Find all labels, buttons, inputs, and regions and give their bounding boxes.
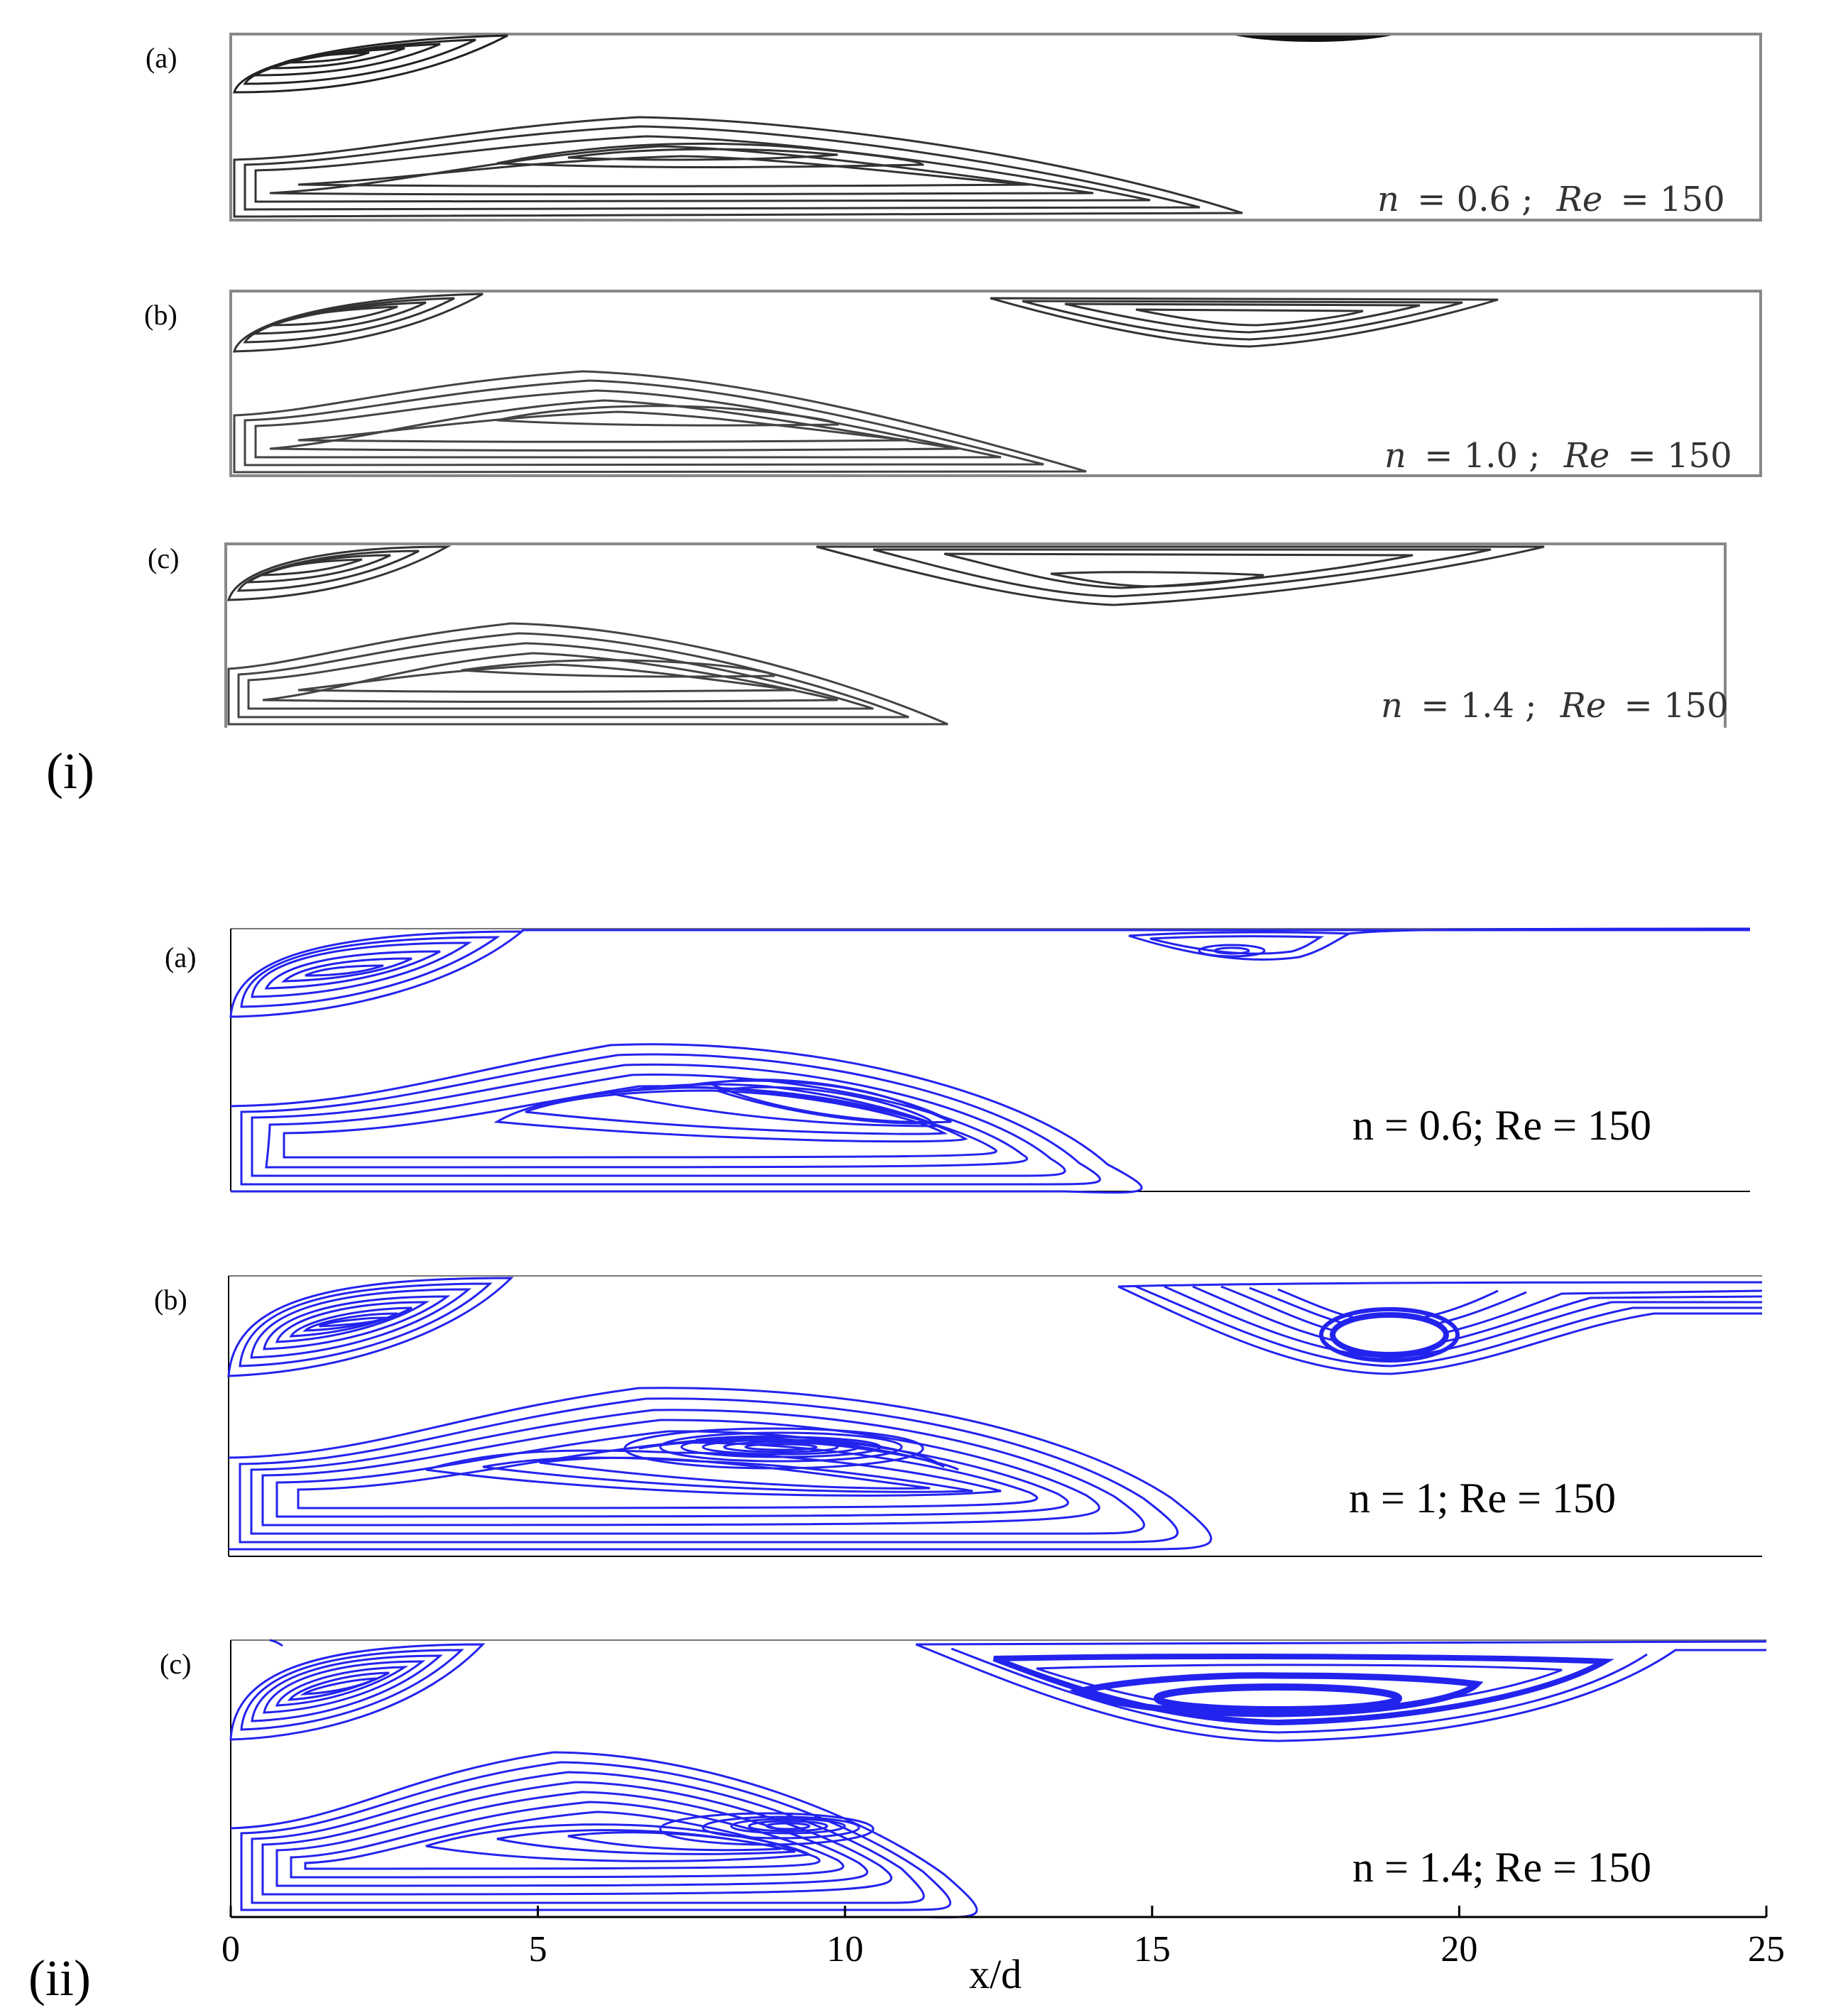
n-symbol: n — [1377, 180, 1399, 219]
re-symbol: Re — [1556, 180, 1603, 219]
upper-recirculation-zone — [233, 293, 483, 353]
lower-recirculation-zone — [230, 1751, 978, 1918]
annotation: n = 1.0 ; Re = 150 — [1384, 436, 1732, 476]
part-ii: (a) — [28, 927, 1785, 2006]
annotation: n = 0.6 ; Re = 150 — [1377, 180, 1725, 219]
re-value: = 150 — [1621, 180, 1725, 219]
panel-ii-c: (c) — [160, 1639, 1767, 1918]
n-value: = 0.6 ; — [1417, 180, 1533, 219]
n-value: = 1.0 ; — [1424, 436, 1540, 476]
upper-recirculation-zone — [229, 1639, 486, 1741]
channel-frame — [229, 33, 1762, 222]
lower-recirculation-zone — [230, 1043, 1143, 1194]
lower-recirculation-zone — [228, 1387, 1213, 1551]
svg-text:n = 1.0 ;: n = 1.0 ; Re = 150 — [1384, 436, 1732, 476]
panel-i-c: (c) n — [148, 542, 1729, 728]
lower-recirculation-zone — [233, 370, 1087, 474]
upper-recirculation-zone — [226, 545, 452, 601]
n-symbol: n — [1384, 436, 1406, 476]
x-tick-label: 15 — [1134, 1929, 1171, 1970]
n-symbol: n — [1381, 686, 1403, 726]
annotation: n = 1.4 ; Re = 150 — [1381, 686, 1729, 726]
x-axis-ticks: 0 5 10 15 20 25 — [222, 1906, 1785, 1970]
top-recirculation-zone — [990, 297, 1499, 348]
x-tick-label: 5 — [529, 1929, 547, 1970]
x-tick-label: 10 — [826, 1929, 863, 1970]
top-recirculation-zone — [915, 1640, 1767, 1742]
top-recirculation-zone — [522, 927, 1751, 961]
upper-recirculation-zone — [227, 1277, 514, 1377]
top-wall-separation — [1235, 36, 1392, 42]
panel-label: (b) — [144, 299, 177, 331]
upper-recirculation-zone — [233, 34, 508, 94]
re-value: = 150 — [1624, 686, 1729, 726]
part-i: (a) n — [46, 33, 1762, 799]
re-symbol: Re — [1560, 686, 1607, 726]
annotation: n = 1; Re = 150 — [1349, 1475, 1616, 1522]
lower-recirculation-zone — [227, 622, 948, 726]
panel-label: (a) — [146, 42, 177, 74]
channel-frame — [224, 542, 1727, 728]
panel-ii-b: (b) — [154, 1275, 1763, 1557]
svg-text:n = 0.6 ;: n = 0.6 ; Re = 150 — [1377, 180, 1725, 219]
x-axis: 0 5 10 15 20 25 x/d — [222, 1906, 1785, 1997]
panel-i-b: (b) n — [144, 290, 1762, 477]
top-recirculation-zone — [816, 545, 1545, 606]
upper-recirculation-zone — [229, 930, 525, 1018]
lower-recirculation-zone — [233, 116, 1243, 218]
panel-label: (b) — [154, 1284, 187, 1316]
x-axis-label: x/d — [969, 1951, 1022, 1997]
channel-frame — [229, 290, 1762, 477]
panel-i-a: (a) n — [146, 33, 1762, 222]
x-tick-label: 20 — [1440, 1929, 1477, 1970]
part-label: (ii) — [28, 1950, 91, 2006]
x-tick-label: 0 — [222, 1929, 240, 1970]
annotation: n = 1.4; Re = 150 — [1352, 1844, 1651, 1891]
x-tick-label: 25 — [1748, 1929, 1785, 1970]
panel-label: (a) — [165, 941, 196, 973]
top-recirculation-zone — [1117, 1281, 1763, 1375]
annotation: n = 0.6; Re = 150 — [1352, 1102, 1651, 1149]
svg-text:n = 1.4 ;: n = 1.4 ; Re = 150 — [1381, 686, 1729, 726]
panel-ii-a: (a) — [165, 927, 1751, 1194]
panel-label: (c) — [160, 1648, 191, 1680]
panel-label: (c) — [148, 542, 179, 574]
re-symbol: Re — [1563, 436, 1610, 476]
n-value: = 1.4 ; — [1421, 686, 1536, 726]
re-value: = 150 — [1628, 436, 1732, 476]
part-label: (i) — [46, 743, 94, 799]
